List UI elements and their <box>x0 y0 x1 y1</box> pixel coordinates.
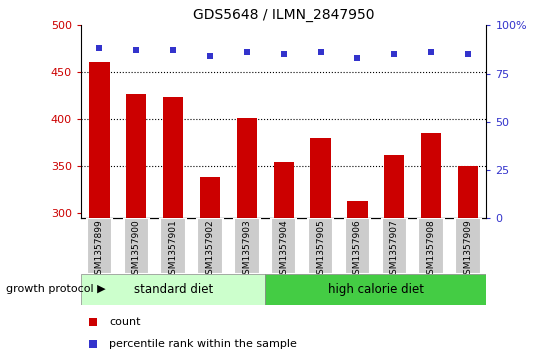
Bar <box>126 94 146 218</box>
Point <box>243 49 252 55</box>
Bar <box>418 218 444 274</box>
Point <box>95 46 104 52</box>
Bar <box>310 138 331 218</box>
Text: GSM1357906: GSM1357906 <box>353 220 362 280</box>
Text: GSM1357908: GSM1357908 <box>427 220 435 280</box>
Text: GSM1357900: GSM1357900 <box>132 220 141 280</box>
Text: GSM1357907: GSM1357907 <box>390 220 399 280</box>
Bar <box>160 218 186 274</box>
Point <box>463 51 472 57</box>
Bar <box>273 162 294 218</box>
Bar <box>266 274 486 305</box>
Text: growth protocol ▶: growth protocol ▶ <box>6 285 105 294</box>
Point <box>132 48 141 53</box>
Text: GSM1357903: GSM1357903 <box>243 220 252 280</box>
Bar <box>308 218 333 274</box>
Bar <box>236 118 257 218</box>
Text: standard diet: standard diet <box>134 283 213 296</box>
Point <box>427 49 435 55</box>
Bar <box>347 201 367 218</box>
Point <box>390 51 399 57</box>
Bar <box>89 62 110 218</box>
Text: GSM1357909: GSM1357909 <box>463 220 472 280</box>
Point <box>390 20 399 26</box>
Bar <box>381 218 407 274</box>
Bar <box>458 166 478 218</box>
Title: GDS5648 / ILMN_2847950: GDS5648 / ILMN_2847950 <box>193 8 375 22</box>
Bar <box>200 178 220 218</box>
Bar <box>87 218 112 274</box>
Point <box>169 48 178 53</box>
Bar <box>234 218 259 274</box>
Bar <box>197 218 222 274</box>
Point <box>353 55 362 61</box>
Point <box>316 49 325 55</box>
Bar <box>163 97 183 218</box>
Text: GSM1357905: GSM1357905 <box>316 220 325 280</box>
Bar <box>345 218 370 274</box>
Text: high calorie diet: high calorie diet <box>328 283 424 296</box>
Text: GSM1357901: GSM1357901 <box>169 220 178 280</box>
Bar <box>81 274 266 305</box>
Point <box>206 53 215 59</box>
Bar <box>384 155 404 218</box>
Point <box>279 51 288 57</box>
Text: GSM1357902: GSM1357902 <box>206 220 215 280</box>
Text: GSM1357904: GSM1357904 <box>279 220 288 280</box>
Text: percentile rank within the sample: percentile rank within the sample <box>110 339 297 349</box>
Bar <box>271 218 296 274</box>
Text: count: count <box>110 317 141 327</box>
Bar <box>455 218 481 274</box>
Bar <box>124 218 149 274</box>
Point <box>390 222 399 228</box>
Text: GSM1357899: GSM1357899 <box>95 220 104 280</box>
Bar <box>421 133 441 218</box>
